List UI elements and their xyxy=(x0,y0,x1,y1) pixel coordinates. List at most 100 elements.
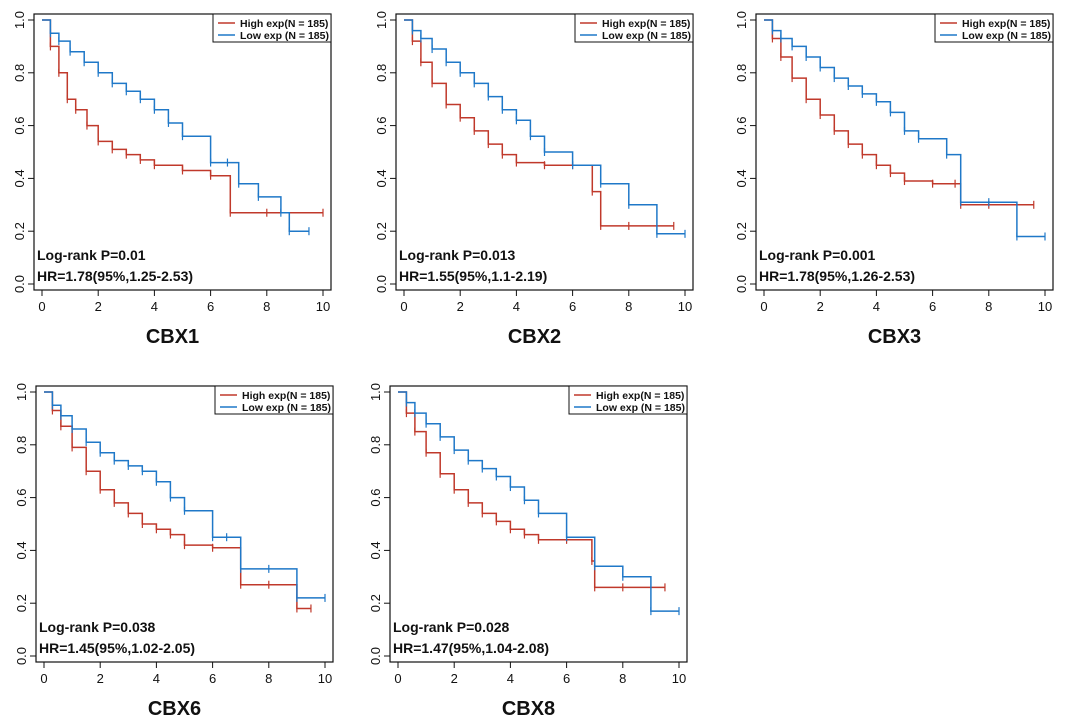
logrank-text: Log-rank P=0.013 xyxy=(399,247,516,263)
y-tick-label: 0.6 xyxy=(14,489,29,507)
x-tick-label: 6 xyxy=(929,299,936,314)
gene-label: CBX2 xyxy=(508,326,561,348)
hazard-ratio-text: HR=1.78(95%,1.25-2.53) xyxy=(37,268,193,284)
survival-curve-high xyxy=(44,391,311,610)
survival-curve-high xyxy=(42,19,323,214)
x-tick-label: 2 xyxy=(97,671,104,686)
legend-low-label: Low exp (N = 185) xyxy=(602,30,691,42)
y-tick-label: 0.8 xyxy=(368,436,383,454)
logrank-text: Log-rank P=0.001 xyxy=(759,247,876,263)
y-tick-label: 1.0 xyxy=(14,383,29,401)
plot-frame xyxy=(389,385,688,663)
y-tick-label: 0.4 xyxy=(12,169,27,187)
x-tick-label: 10 xyxy=(316,299,330,314)
y-tick-label: 1.0 xyxy=(734,11,749,29)
legend-high-label: High exp(N = 185) xyxy=(596,390,684,402)
panel-cbx6: 0 2 4 6 8 10 0.0 0.2 0.4 0.6 0.8 1.0 Log-rank P=0.0… xyxy=(14,383,334,720)
panel-cbx2: 0 2 4 6 8 10 0.0 0.2 0.4 0.6 0.8 1.0 Log-rank P=0.0… xyxy=(374,11,694,348)
x-tick-label: 8 xyxy=(619,671,626,686)
y-tick-label: 0.6 xyxy=(12,117,27,135)
y-tick-label: 0.0 xyxy=(12,275,27,293)
survival-curve-low xyxy=(404,19,685,235)
panel-cbx8: 0 2 4 6 8 10 0.0 0.2 0.4 0.6 0.8 1.0 Log-rank P=0.0… xyxy=(368,383,688,720)
gene-label: CBX6 xyxy=(148,698,201,720)
x-tick-label: 10 xyxy=(318,671,332,686)
y-tick-label: 0.4 xyxy=(374,169,389,187)
y-tick-label: 0.4 xyxy=(734,169,749,187)
x-tick-label: 8 xyxy=(263,299,270,314)
hazard-ratio-text: HR=1.47(95%,1.04-2.08) xyxy=(393,640,549,656)
legend-box xyxy=(574,13,694,43)
x-tick-label: 2 xyxy=(95,299,102,314)
survival-curve-high xyxy=(398,391,665,589)
logrank-text: Log-rank P=0.038 xyxy=(39,619,156,635)
y-tick-label: 0.0 xyxy=(14,647,29,665)
logrank-text: Log-rank P=0.01 xyxy=(37,247,146,263)
x-tick-label: 10 xyxy=(1038,299,1052,314)
survival-curve-low xyxy=(44,391,325,599)
survival-curve-low xyxy=(398,391,679,612)
y-tick-label: 0.2 xyxy=(368,594,383,612)
x-tick-label: 4 xyxy=(153,671,160,686)
x-tick-label: 4 xyxy=(151,299,158,314)
x-tick-label: 4 xyxy=(507,671,514,686)
x-tick-label: 10 xyxy=(672,671,686,686)
survival-curve-high xyxy=(404,19,674,227)
y-tick-label: 0.8 xyxy=(374,64,389,82)
gene-label: CBX3 xyxy=(868,326,921,348)
y-tick-label: 0.0 xyxy=(734,275,749,293)
legend-high-label: High exp(N = 185) xyxy=(962,18,1050,30)
legend-box xyxy=(214,385,334,415)
x-tick-label: 0 xyxy=(760,299,767,314)
legend-low-label: Low exp (N = 185) xyxy=(962,30,1051,42)
y-tick-label: 0.4 xyxy=(368,541,383,559)
y-tick-label: 0.8 xyxy=(14,436,29,454)
x-tick-label: 0 xyxy=(38,299,45,314)
legend-low-label: Low exp (N = 185) xyxy=(242,402,331,414)
x-tick-label: 2 xyxy=(817,299,824,314)
plot-frame xyxy=(755,13,1054,291)
x-tick-label: 10 xyxy=(678,299,692,314)
y-tick-label: 0.2 xyxy=(14,594,29,612)
hazard-ratio-text: HR=1.78(95%,1.26-2.53) xyxy=(759,268,915,284)
x-tick-label: 6 xyxy=(569,299,576,314)
hazard-ratio-text: HR=1.45(95%,1.02-2.05) xyxy=(39,640,195,656)
y-tick-label: 0.6 xyxy=(734,117,749,135)
panel-cbx3: 0 2 4 6 8 10 0.0 0.2 0.4 0.6 0.8 1.0 Log-rank P=0.0… xyxy=(734,11,1054,348)
hazard-ratio-text: HR=1.55(95%,1.1-2.19) xyxy=(399,268,547,284)
x-tick-label: 8 xyxy=(985,299,992,314)
y-tick-label: 0.2 xyxy=(734,222,749,240)
y-tick-label: 0.4 xyxy=(14,541,29,559)
x-tick-label: 6 xyxy=(207,299,214,314)
y-tick-label: 0.8 xyxy=(734,64,749,82)
x-tick-label: 2 xyxy=(457,299,464,314)
legend-high-label: High exp(N = 185) xyxy=(242,390,330,402)
y-tick-label: 0.0 xyxy=(368,647,383,665)
y-tick-label: 0.8 xyxy=(12,64,27,82)
y-tick-label: 0.0 xyxy=(374,275,389,293)
x-tick-label: 2 xyxy=(451,671,458,686)
panel-cbx1: 0 2 4 6 8 10 0.0 0.2 0.4 0.6 0.8 1.0 Log-rank P=0.0… xyxy=(12,11,332,348)
y-tick-label: 0.6 xyxy=(374,117,389,135)
plot-frame xyxy=(395,13,694,291)
survival-curve-high xyxy=(764,19,1034,206)
x-tick-label: 0 xyxy=(394,671,401,686)
x-tick-label: 8 xyxy=(625,299,632,314)
x-tick-label: 4 xyxy=(873,299,880,314)
plot-frame xyxy=(33,13,332,291)
legend-high-label: High exp(N = 185) xyxy=(602,18,690,30)
y-tick-label: 1.0 xyxy=(374,11,389,29)
x-tick-label: 6 xyxy=(563,671,570,686)
x-tick-label: 6 xyxy=(209,671,216,686)
legend-high-label: High exp(N = 185) xyxy=(240,18,328,30)
x-tick-label: 4 xyxy=(513,299,520,314)
legend-box xyxy=(212,13,332,43)
x-tick-label: 8 xyxy=(265,671,272,686)
y-tick-label: 0.6 xyxy=(368,489,383,507)
legend-low-label: Low exp (N = 185) xyxy=(596,402,685,414)
plot-frame xyxy=(35,385,334,663)
x-tick-label: 0 xyxy=(40,671,47,686)
x-tick-label: 0 xyxy=(400,299,407,314)
legend-box xyxy=(934,13,1054,43)
